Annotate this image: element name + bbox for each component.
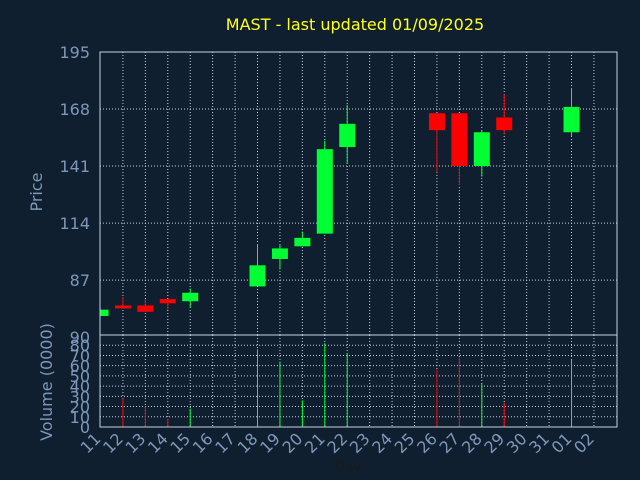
volume-tick-label: 60 — [70, 357, 90, 376]
price-tick-label: 195 — [59, 43, 90, 62]
volume-tick-label: 0 — [80, 418, 90, 437]
volume-tick-label: 80 — [70, 336, 90, 355]
volume-tick-label: 10 — [70, 408, 90, 427]
candle-body-11 — [100, 309, 109, 316]
candle-body-27 — [451, 113, 468, 167]
volume-panel-frame — [99, 334, 618, 428]
volume-tick-label: 30 — [70, 387, 90, 406]
volume-tick-label: 50 — [70, 367, 90, 386]
price-tick-label: 141 — [59, 157, 90, 176]
candle-body-14 — [159, 299, 176, 304]
candle-body-28 — [473, 132, 490, 167]
price-candles — [100, 87, 580, 316]
candle-body-18 — [249, 265, 266, 287]
candle-body-22 — [339, 123, 356, 148]
candle-body-20 — [294, 237, 311, 247]
price-tick-label: 168 — [59, 100, 90, 119]
candle-body-29 — [496, 117, 513, 131]
volume-grid — [100, 335, 617, 427]
chart-title: MAST - last updated 01/09/2025 — [226, 15, 484, 34]
candle-body-13 — [137, 305, 154, 312]
x-axis-ticks: 1112131415161718192021222324252627282930… — [77, 429, 598, 457]
price-axis-label: Price — [27, 172, 46, 211]
candle-body-15 — [182, 292, 199, 302]
candle-body-21 — [316, 149, 333, 234]
price-panel-frame — [99, 51, 618, 336]
x-tick-label: 02 — [570, 429, 598, 457]
candle-body-01 — [563, 106, 580, 133]
volume-bars — [122, 343, 573, 427]
price-tick-label: 114 — [59, 214, 90, 233]
x-axis-label: Day — [334, 459, 362, 475]
price-axis-ticks: 195 168 141 114 87 90 — [59, 43, 90, 347]
candle-body-19 — [271, 248, 288, 259]
price-grid — [100, 52, 617, 335]
candle-body-12 — [114, 305, 131, 309]
price-tick-label: 87 — [70, 271, 90, 290]
volume-tick-label: 40 — [70, 377, 90, 396]
volume-tick-label: 20 — [70, 398, 90, 417]
volume-tick-label: 70 — [70, 346, 90, 365]
candle-body-26 — [428, 113, 445, 131]
price-tick-label: 90 — [70, 328, 90, 347]
volume-axis-label: Volume (0000) — [37, 323, 56, 441]
